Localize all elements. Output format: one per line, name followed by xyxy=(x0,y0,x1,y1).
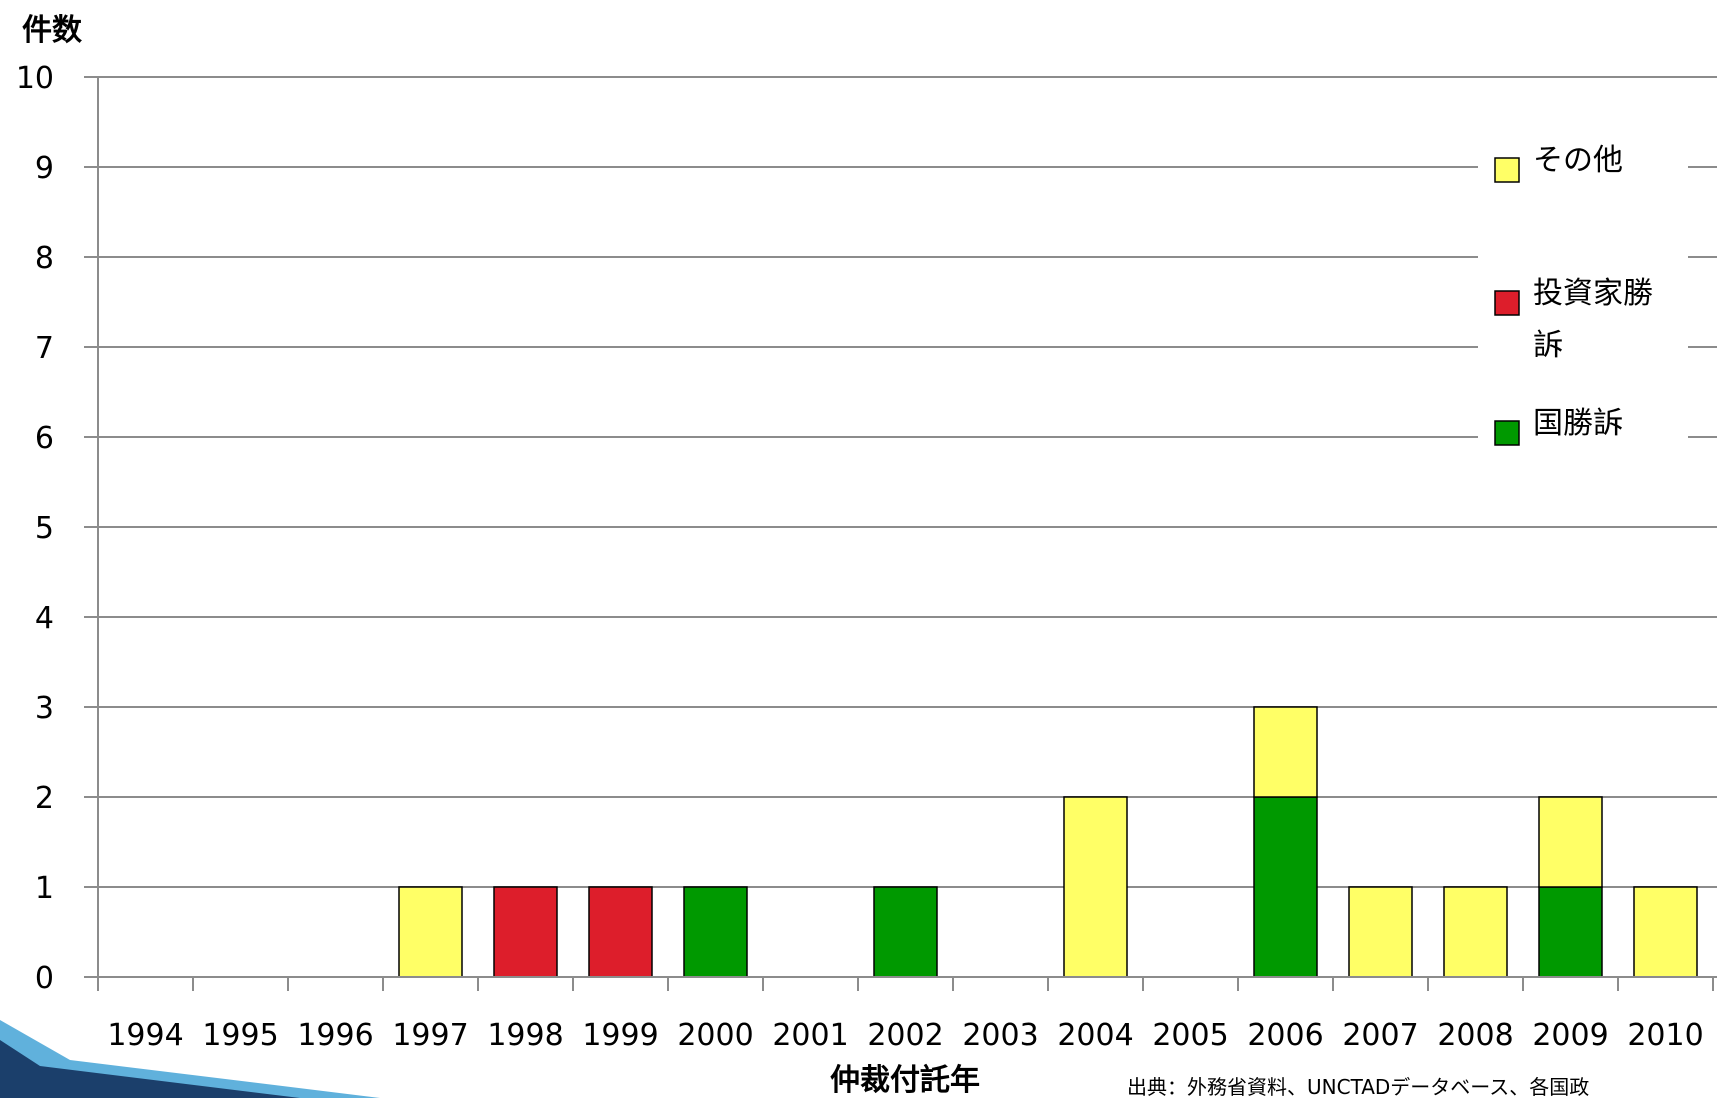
y-tick-label: 5 xyxy=(35,511,54,546)
x-tick-label: 1996 xyxy=(297,1018,373,1053)
x-tick-label: 2010 xyxy=(1627,1018,1703,1053)
corner-decoration xyxy=(0,1020,380,1098)
y-axis-title: 件数 xyxy=(22,13,83,48)
y-tick-label: 4 xyxy=(35,601,54,636)
y-tick-label: 8 xyxy=(35,241,54,276)
x-tick-label: 1997 xyxy=(392,1018,468,1053)
y-tick-label: 6 xyxy=(35,421,54,456)
bar-segment xyxy=(1538,886,1603,978)
bars xyxy=(398,706,1698,978)
source-note: 出典：外務省資料、UNCTADデータベース、各国政 xyxy=(1127,1075,1589,1098)
y-tick-label: 0 xyxy=(35,961,54,996)
bar-segment xyxy=(1253,796,1318,978)
x-tick-label: 2001 xyxy=(772,1018,848,1053)
x-tick-label: 2006 xyxy=(1247,1018,1323,1053)
bar-segment xyxy=(683,886,748,978)
bar-segment xyxy=(1063,796,1128,978)
x-tick-label: 2005 xyxy=(1152,1018,1228,1053)
x-tick-label: 2002 xyxy=(867,1018,943,1053)
corner-stripe-dark xyxy=(0,1040,300,1098)
x-tick-label: 2007 xyxy=(1342,1018,1418,1053)
bar-segment xyxy=(1538,796,1603,888)
bar-segment xyxy=(1253,706,1318,798)
legend-swatch xyxy=(1494,157,1520,183)
x-tick-label: 2003 xyxy=(962,1018,1038,1053)
x-tick-label: 2000 xyxy=(677,1018,753,1053)
y-tick-label: 3 xyxy=(35,691,54,726)
x-tick-label: 1998 xyxy=(487,1018,563,1053)
bar-segment xyxy=(873,886,938,978)
x-tick-label: 2009 xyxy=(1532,1018,1608,1053)
legend-label: その他 xyxy=(1533,143,1623,178)
legend-swatch xyxy=(1494,420,1520,446)
y-tick-label: 1 xyxy=(35,871,54,906)
bar-segment xyxy=(1443,886,1508,978)
y-tick-labels: 0 1 2 3 4 5 6 7 8 9 10 xyxy=(16,61,54,996)
y-tick-label: 2 xyxy=(35,781,54,816)
bar-segment xyxy=(398,886,463,978)
x-tick-labels: 1994 1995 1996 1997 1998 1999 2000 2001 2002 2003… xyxy=(107,1018,1703,1053)
legend-swatch xyxy=(1494,290,1520,316)
y-tick-label: 10 xyxy=(16,61,54,96)
bar-segment xyxy=(1633,886,1698,978)
x-tick-label: 2008 xyxy=(1437,1018,1513,1053)
x-tick-label: 1994 xyxy=(107,1018,183,1053)
x-tick-label: 2004 xyxy=(1057,1018,1133,1053)
y-tick-label: 9 xyxy=(35,151,54,186)
legend-label: 国勝訴 xyxy=(1533,406,1623,441)
bar-segment xyxy=(493,886,558,978)
grid xyxy=(98,76,1717,888)
legend-label: 投資家勝 xyxy=(1533,276,1653,311)
x-axis-title: 仲裁付託年 xyxy=(830,1063,980,1098)
x-tick-label: 1999 xyxy=(582,1018,658,1053)
axes xyxy=(84,76,1717,991)
bar-segment xyxy=(588,886,653,978)
x-tick-label: 1995 xyxy=(202,1018,278,1053)
bar-segment xyxy=(1348,886,1413,978)
legend-label: 訴 xyxy=(1533,328,1563,363)
y-tick-label: 7 xyxy=(35,331,54,366)
